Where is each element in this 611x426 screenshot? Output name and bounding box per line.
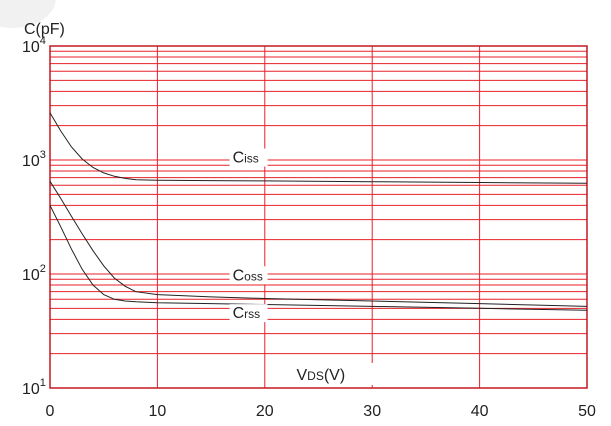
x-tick-label: 40 [471, 403, 489, 420]
x-tick-label: 0 [46, 403, 55, 420]
series-label-coss: Coss [233, 267, 263, 284]
plot-frame [49, 45, 588, 389]
series-line-ciss [49, 112, 588, 184]
y-tick-label: 104 [22, 35, 46, 56]
chart-labels: Ciss Coss Crss 0 10 20 30 40 50 101 102 103 104C(pF)… [22, 21, 596, 420]
series-label-bg [229, 266, 268, 285]
y-tick-label: 102 [22, 263, 46, 284]
series-line-crss [49, 205, 588, 311]
x-tick-label: 30 [363, 403, 381, 420]
chart-curves [49, 112, 588, 311]
x-axis-label-bg [292, 363, 381, 385]
series-line-coss [49, 181, 588, 307]
x-tick-label: 20 [256, 403, 274, 420]
series-label-ciss: Ciss [233, 150, 259, 167]
series-label-bg [229, 304, 268, 323]
series-label-bg [229, 148, 268, 167]
y-tick-label: 101 [22, 377, 46, 398]
chart-grid [49, 45, 588, 389]
series-label-crss: Crss [233, 305, 261, 322]
x-axis-label: VDS(V) [297, 367, 346, 384]
x-tick-label: 10 [149, 403, 167, 420]
y-tick-label: 103 [22, 149, 46, 170]
x-tick-label: 50 [578, 403, 596, 420]
y-axis-label: C(pF) [24, 21, 65, 38]
